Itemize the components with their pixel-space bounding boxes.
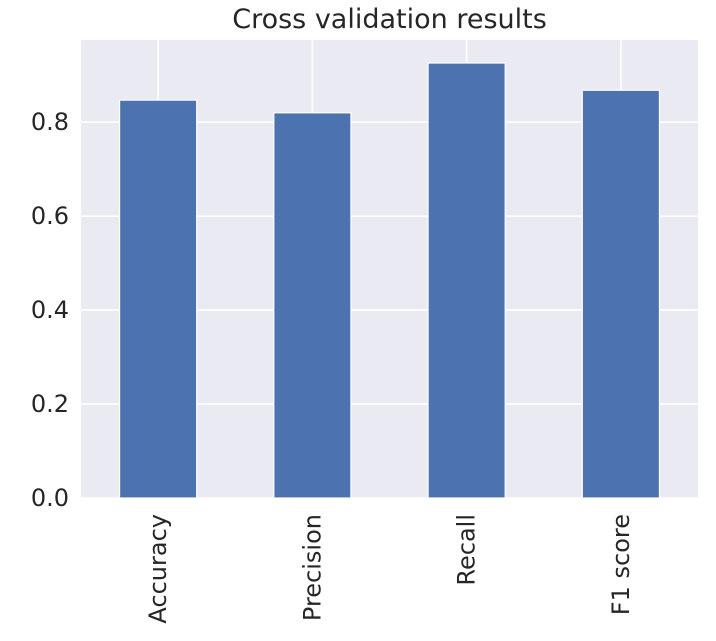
bar-f1-score bbox=[581, 89, 661, 499]
chart-title: Cross validation results bbox=[232, 4, 547, 35]
bar-recall bbox=[427, 62, 506, 499]
x-tick-labels: Accuracy Precision Recall F1 score bbox=[144, 514, 635, 624]
x-tick-label: Precision bbox=[298, 514, 326, 621]
y-tick-label: 0.2 bbox=[31, 390, 69, 418]
x-tick-label: F1 score bbox=[607, 514, 635, 615]
bar-precision bbox=[273, 112, 352, 499]
x-tick-label: Recall bbox=[453, 514, 481, 586]
y-tick-label: 0.8 bbox=[31, 108, 69, 136]
y-tick-label: 0.0 bbox=[31, 484, 69, 512]
y-tick-label: 0.4 bbox=[31, 296, 69, 324]
x-tick-label: Accuracy bbox=[144, 514, 172, 624]
bar-accuracy bbox=[118, 99, 198, 499]
y-tick-labels: 0.0 0.2 0.4 0.6 0.8 bbox=[31, 108, 69, 512]
y-tick-label: 0.6 bbox=[31, 202, 69, 230]
bars bbox=[118, 62, 661, 499]
